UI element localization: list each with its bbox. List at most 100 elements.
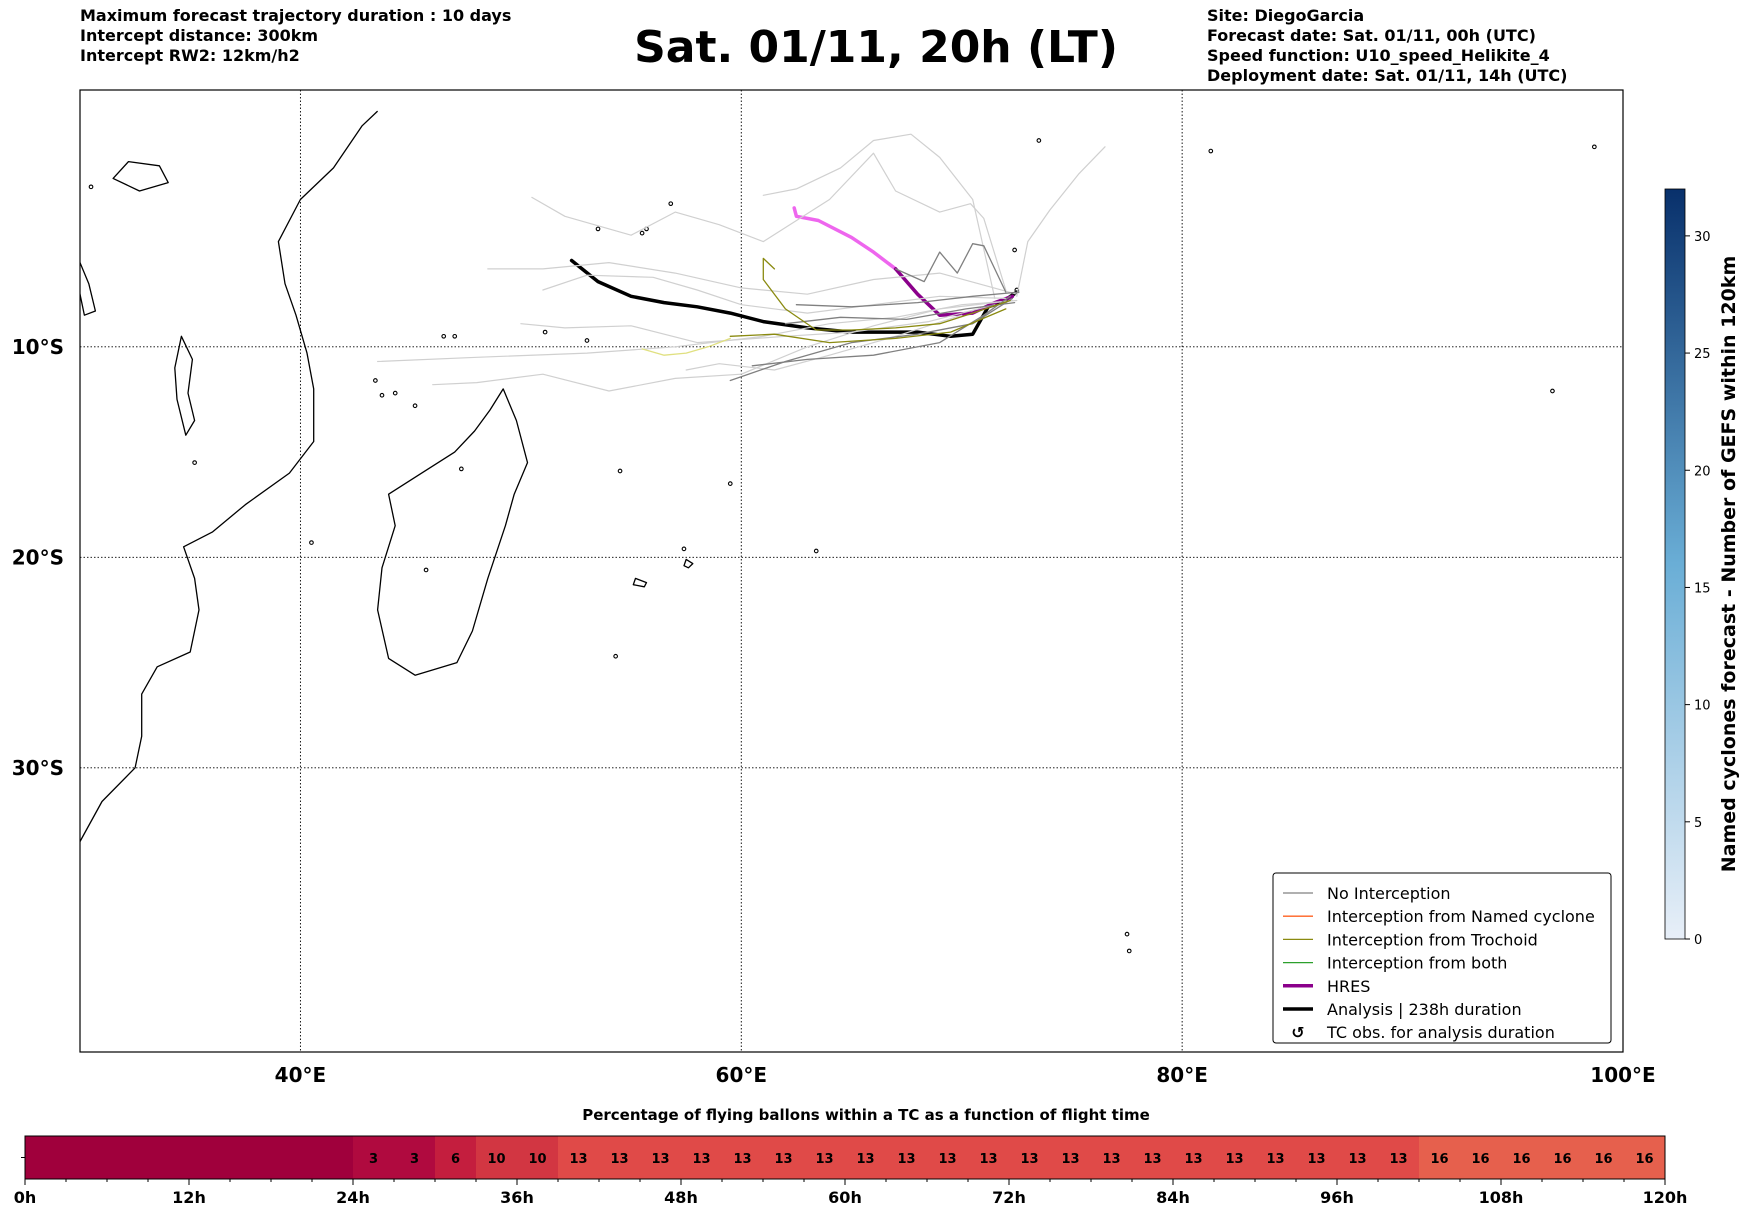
flight-bar-cell (1091, 1136, 1133, 1179)
flight-bar-value: 13 (1225, 1152, 1243, 1167)
flight-bar-cell (107, 1136, 149, 1179)
flight-bar-cell (1214, 1136, 1256, 1179)
flight-bar-value: 13 (1184, 1152, 1202, 1167)
flight-bar-cell (845, 1136, 887, 1179)
flight-bar-title: Percentage of flying ballons within a TC… (582, 1106, 1150, 1124)
lon-tick-label: 40°E (275, 1063, 327, 1087)
legend-item: Interception from Trochoid (1283, 930, 1538, 949)
flight-bar-tick-label: 108h (1479, 1188, 1524, 1207)
coastline-mauritius (683, 558, 694, 569)
flight-bar-cell (1132, 1136, 1174, 1179)
flight-bar-value: 16 (1635, 1152, 1653, 1167)
flight-bar-cell (230, 1136, 272, 1179)
flight-bar-value: 16 (1594, 1152, 1612, 1167)
island (1591, 144, 1597, 150)
island (441, 333, 447, 339)
flight-bar-value: 16 (1471, 1152, 1489, 1167)
flight-bar-cell (804, 1136, 846, 1179)
flight-bar-tick-label: 48h (664, 1188, 698, 1207)
header-max-duration: Maximum forecast trajectory duration : 1… (80, 6, 512, 25)
flight-bar-value: 6 (451, 1152, 460, 1167)
colorbar-tick-label: 25 (1694, 347, 1711, 362)
flight-bar-cell (1501, 1136, 1543, 1179)
legend-box (1272, 872, 1612, 1044)
colorbar-tick-label: 15 (1694, 581, 1711, 596)
map-axis-ticks: 40°E 60°E 80°E 100°E 10°S 20°S 30°S (12, 335, 1656, 1087)
trajectory-hres (792, 206, 898, 271)
island (458, 466, 464, 472)
flight-bar-cell (1009, 1136, 1051, 1179)
legend-item: Interception from both (1283, 954, 1507, 973)
legend-label: Interception from Named cyclone (1327, 907, 1595, 926)
island (584, 338, 590, 343)
flight-bar-value: 13 (1061, 1152, 1079, 1167)
island (452, 333, 458, 339)
flight-bar-value: 3 (369, 1152, 378, 1167)
lon-tick-label: 100°E (1590, 1063, 1655, 1087)
flight-bar-value: 16 (1553, 1152, 1571, 1167)
trajectory-gray (762, 133, 996, 299)
flight-bar-cell (148, 1136, 190, 1179)
island (813, 548, 819, 554)
main-title: Sat. 01/11, 20h (LT) (634, 22, 1118, 73)
trajectory-gray (542, 274, 1007, 314)
flight-bar-cell (1542, 1136, 1584, 1179)
flight-bar-value: 13 (1020, 1152, 1038, 1167)
flight-bar-value: 13 (1143, 1152, 1161, 1167)
flight-bar-value: 13 (651, 1152, 669, 1167)
flight-time-bar: Percentage of flying ballons within a TC… (14, 1106, 1688, 1207)
flight-bar-cell (1378, 1136, 1420, 1179)
lon-tick-label: 60°E (716, 1063, 768, 1087)
trajectory-trochoid (729, 308, 1007, 344)
island (1124, 931, 1130, 937)
legend-items: No Interception Interception from Named c… (1283, 884, 1595, 1042)
colorbar-gradient (1664, 188, 1686, 940)
colorbar: 0 5 10 15 20 25 30 Named cyclones forecast - N… (1664, 188, 1740, 948)
flight-bar-value: 16 (1430, 1152, 1448, 1167)
island (309, 540, 314, 545)
flight-bar-cell (1460, 1136, 1502, 1179)
flight-bar-cell (189, 1136, 231, 1179)
island (1208, 148, 1214, 154)
flight-bar-cell (1173, 1136, 1215, 1179)
header-right: Site: DiegoGarcia Forecast date: Sat. 01… (1207, 6, 1567, 86)
lat-tick-label: 20°S (12, 545, 64, 569)
flight-bar-value: 13 (815, 1152, 833, 1167)
flight-bar-cell (1583, 1136, 1625, 1179)
legend-label: No Interception (1327, 884, 1451, 903)
coastline-madagascar (376, 388, 529, 676)
trajectories (377, 133, 1106, 392)
flight-bar-value: 10 (528, 1152, 546, 1167)
island (1012, 247, 1017, 253)
flight-bar-value: 13 (1307, 1152, 1325, 1167)
flight-bar-value: 13 (897, 1152, 915, 1167)
trajectory-trochoid (762, 257, 1011, 331)
legend-symbol: ↺ (1291, 1023, 1304, 1042)
island (727, 481, 733, 486)
legend-item: HRES (1283, 977, 1370, 996)
header-intercept-distance: Intercept distance: 300km (80, 26, 319, 45)
coastline-lake-malawi (174, 335, 196, 436)
legend-item: Interception from Named cyclone (1283, 907, 1595, 926)
flight-bar-cell (1255, 1136, 1297, 1179)
flight-bar-cells: 3 3 6 10 10 13 13 13 13 13 13 13 13 13 13 13 13 13 13 13 13 1… (25, 1136, 1666, 1179)
flight-bar-tick-label: 84h (1156, 1188, 1190, 1207)
flight-bar-cell (476, 1136, 518, 1179)
flight-bar-tick-label: 60h (828, 1188, 862, 1207)
header-forecast-date: Forecast date: Sat. 01/11, 00h (UTC) (1207, 26, 1536, 45)
trajectory-gray (784, 301, 1016, 325)
colorbar-tick-label: 0 (1694, 933, 1702, 948)
coastlines (80, 110, 1597, 954)
flight-bar-value: 13 (938, 1152, 956, 1167)
island (1550, 388, 1555, 394)
trajectory-gray (432, 299, 1014, 392)
legend-label: HRES (1327, 977, 1370, 996)
trajectory-gray (894, 243, 1007, 293)
island (542, 329, 548, 335)
legend-label: Interception from Trochoid (1327, 930, 1538, 949)
flight-bar-tick-label: 24h (336, 1188, 370, 1207)
flight-bar-value: 13 (979, 1152, 997, 1167)
trajectory-trochoid-light (641, 337, 731, 356)
flight-bar-cell (1296, 1136, 1338, 1179)
flight-bar-cell (886, 1136, 928, 1179)
